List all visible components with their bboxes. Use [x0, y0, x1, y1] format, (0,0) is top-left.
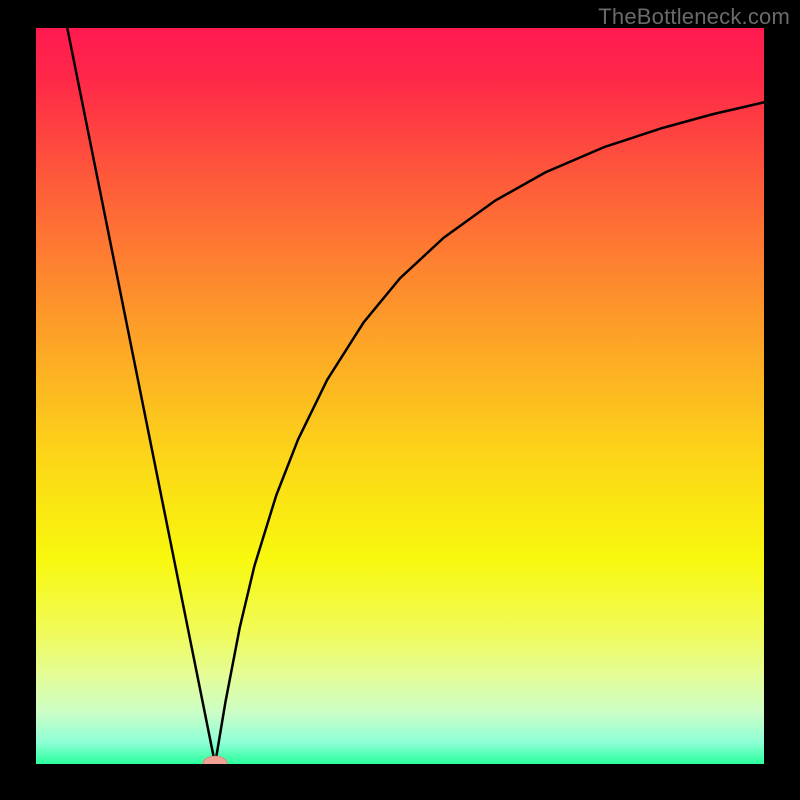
- chart-container: TheBottleneck.com: [0, 0, 800, 800]
- plot-area: [18, 10, 782, 782]
- bottleneck-curve-chart: [0, 0, 800, 800]
- watermark-text: TheBottleneck.com: [598, 4, 790, 30]
- gradient-background: [36, 28, 764, 764]
